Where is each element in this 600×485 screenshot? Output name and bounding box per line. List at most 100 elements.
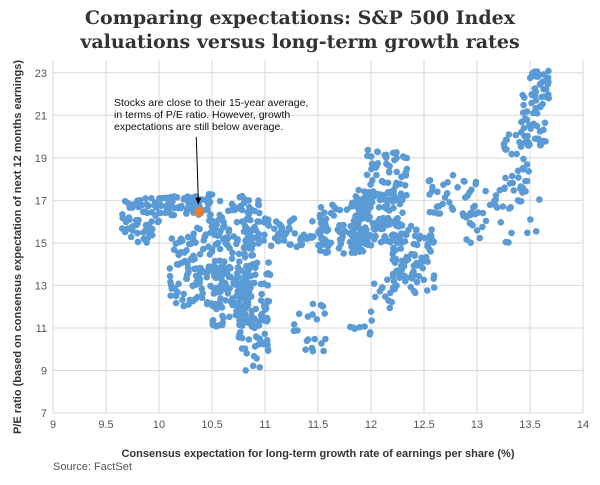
scatter-point <box>340 221 347 229</box>
scatter-point <box>496 186 504 194</box>
x-tick-label: 9 <box>50 419 56 431</box>
scatter-point <box>388 196 396 203</box>
scatter-point <box>332 205 340 213</box>
scatter-point <box>381 237 388 244</box>
scatter-point <box>346 323 354 331</box>
scatter-point <box>212 225 219 232</box>
scatter-point <box>275 230 282 238</box>
scatter-point <box>390 244 397 252</box>
y-tick-label: 21 <box>35 110 47 122</box>
scatter-point <box>157 209 165 217</box>
scatter-point <box>303 337 311 345</box>
scatter-point <box>127 233 135 241</box>
scatter-point <box>265 259 272 266</box>
scatter-point <box>218 214 226 221</box>
scatter-point <box>166 272 174 280</box>
scatter-point <box>410 268 417 275</box>
scatter-point <box>246 203 253 211</box>
scatter-point <box>320 347 327 355</box>
scatter-point <box>209 321 217 329</box>
scatter-point <box>479 209 487 217</box>
scatter-point <box>398 230 405 237</box>
scatter-point <box>532 228 540 235</box>
scatter-point <box>258 290 265 298</box>
scatter-point <box>463 236 470 243</box>
scatter-point <box>180 290 187 298</box>
scatter-point <box>215 322 222 329</box>
scatter-point <box>256 364 264 371</box>
y-tick-label: 7 <box>41 408 47 420</box>
scatter-point <box>318 340 325 347</box>
scatter-point <box>423 287 431 294</box>
x-tick-labels: 9 9.5 10 10.5 11 11.5 12 12.5 13 13.5 14 <box>50 419 589 431</box>
scatter-point <box>142 195 149 202</box>
scatter-point <box>367 181 374 188</box>
scatter-point <box>519 91 526 99</box>
scatter-point <box>346 238 354 246</box>
scatter-point <box>388 298 396 306</box>
scatter-point <box>295 310 303 318</box>
scatter-point <box>172 292 180 300</box>
scatter-point <box>282 229 290 237</box>
scatter-point <box>521 132 528 140</box>
scatter-point <box>242 305 249 313</box>
scatter-point <box>317 204 325 211</box>
scatter-point <box>202 231 210 238</box>
scatter-point <box>512 131 520 139</box>
scatter-point <box>360 233 367 240</box>
scatter-point <box>428 226 436 233</box>
scatter-point <box>206 212 214 219</box>
scatter-point <box>247 240 254 247</box>
scatter-point <box>252 226 260 234</box>
scatter-point <box>319 240 326 248</box>
scatter-point <box>253 355 260 362</box>
scatter-point <box>394 238 401 246</box>
scatter-point <box>236 321 243 329</box>
scatter-point <box>183 210 190 217</box>
scatter-point <box>424 243 432 251</box>
scatter-point <box>134 238 142 246</box>
scatter-point <box>144 202 152 210</box>
scatter-point <box>364 146 372 154</box>
scatter-point <box>271 225 278 232</box>
scatter-point <box>384 179 392 187</box>
scatter-point <box>545 91 552 98</box>
scatter-point <box>216 245 224 253</box>
scatter-point <box>162 209 169 217</box>
scatter-point <box>244 292 252 299</box>
scatter-point <box>196 269 204 276</box>
scatter-point <box>368 317 376 324</box>
scatter-point <box>397 190 405 197</box>
x-axis-label: Consensus expectation for long-term grow… <box>121 448 514 460</box>
scatter-point <box>517 183 525 190</box>
scatter-point <box>396 272 403 280</box>
scatter-point <box>382 293 389 300</box>
scatter-point <box>243 350 250 357</box>
scatter-point <box>523 161 531 168</box>
scatter-point <box>389 273 397 280</box>
scatter-point <box>499 203 507 210</box>
scatter-point <box>181 195 188 202</box>
chart-title-line-2: valuations versus long-term growth rates <box>80 31 520 53</box>
scatter-point <box>540 71 547 78</box>
scatter-point <box>212 269 220 277</box>
scatter-point <box>476 234 484 242</box>
scatter-point <box>208 191 216 198</box>
chart-title: Comparing expectations: S&P 500 Index va… <box>0 6 600 54</box>
scatter-point <box>341 227 349 235</box>
scatter-point <box>536 137 543 144</box>
scatter-point <box>143 239 150 246</box>
scatter-point <box>408 250 415 258</box>
scatter-point <box>321 209 328 216</box>
scatter-point <box>209 217 217 225</box>
scatter-point <box>231 281 239 288</box>
scatter-point <box>243 269 250 277</box>
scatter-point <box>323 227 330 235</box>
scatter-point <box>540 85 547 93</box>
scatter-point <box>533 110 541 117</box>
scatter-point <box>393 267 401 275</box>
scatter-point <box>264 282 272 289</box>
scatter-point <box>119 211 126 218</box>
scatter-point <box>255 236 263 243</box>
